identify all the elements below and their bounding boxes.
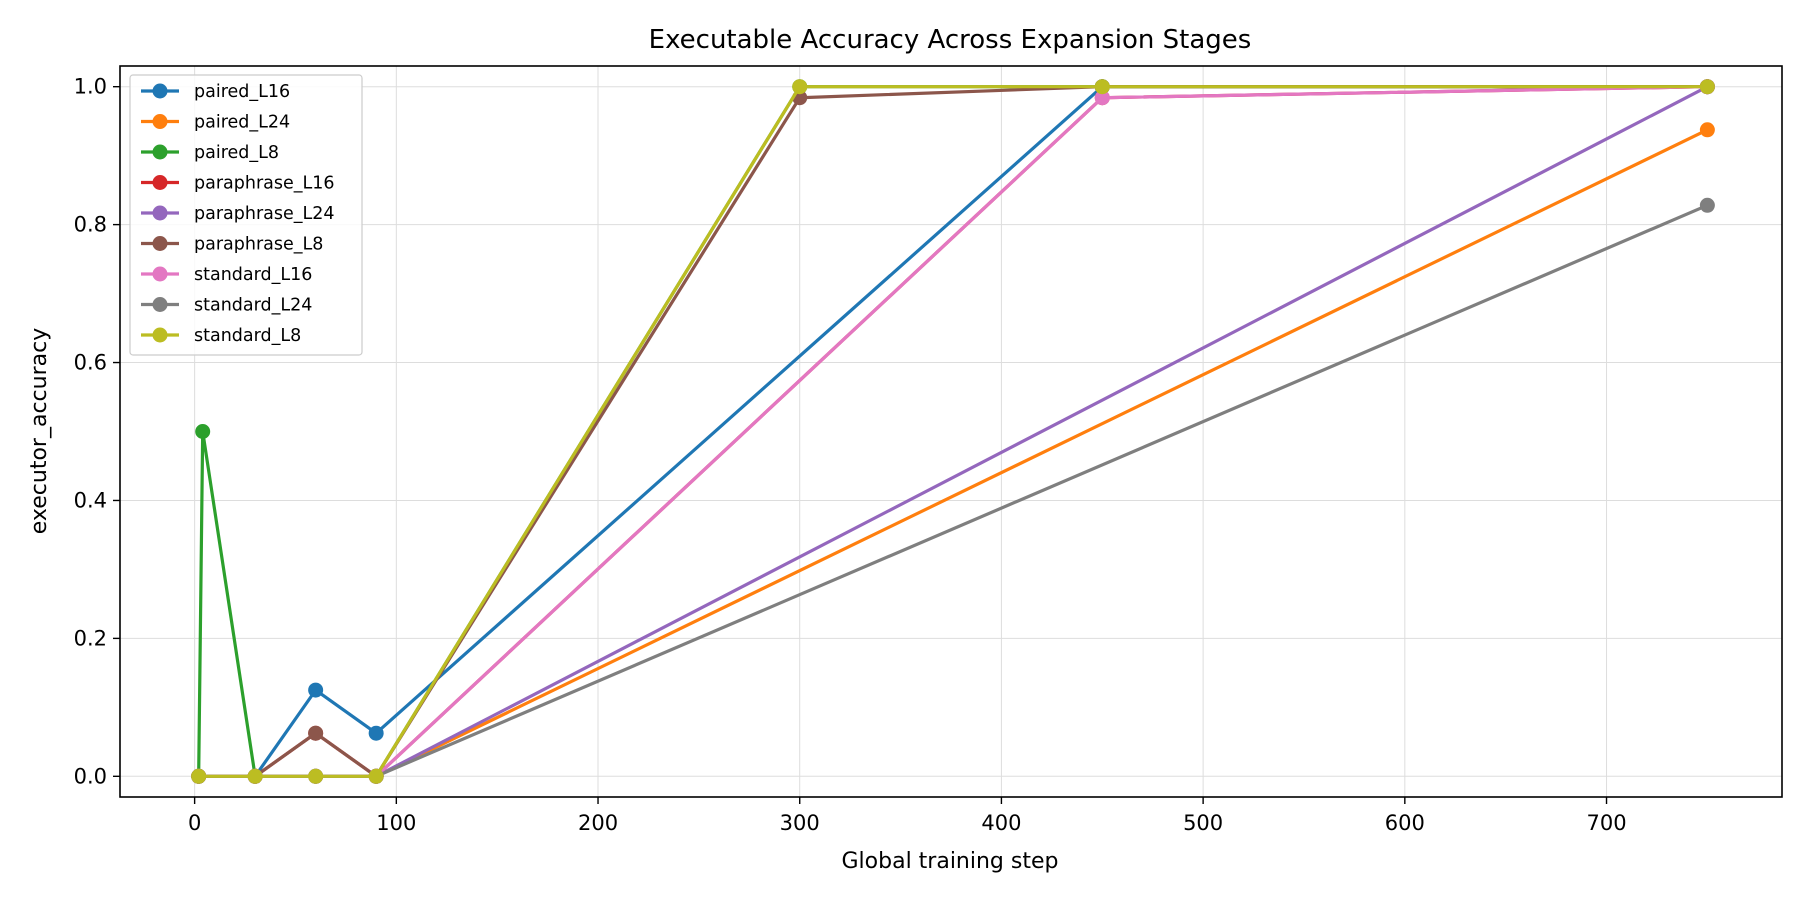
y-tick-label: 1.0 (74, 75, 107, 99)
legend-marker (152, 175, 168, 190)
legend-marker (152, 327, 168, 343)
legend-marker (152, 236, 168, 251)
x-tick-label: 200 (578, 811, 618, 835)
x-tick-label: 0 (188, 811, 201, 835)
x-tick-label: 700 (1586, 811, 1626, 835)
plot-series (191, 79, 1715, 784)
plot-frame (119, 65, 1783, 798)
y-tick-label: 0.4 (74, 488, 107, 512)
data-point (308, 768, 324, 784)
legend-marker (152, 297, 168, 312)
y-tick-label: 0.8 (74, 213, 107, 237)
legend-marker (152, 114, 168, 129)
data-point (195, 424, 211, 439)
x-tick-label: 600 (1385, 811, 1425, 835)
x-tick-label: 300 (780, 811, 820, 835)
x-axis-label: Global training step (842, 849, 1059, 874)
legend-box (129, 74, 363, 356)
legend-label: paraphrase_L24 (194, 204, 335, 224)
y-tick-label: 0.0 (74, 764, 107, 788)
legend-label: standard_L16 (194, 265, 312, 285)
legend-marker (152, 205, 168, 221)
x-tick-label: 100 (376, 811, 416, 835)
data-point (792, 79, 808, 95)
y-tick-label: 0.2 (74, 626, 107, 650)
y-axis-label: executor_accuracy (27, 328, 52, 534)
data-point (308, 682, 324, 698)
legend-label: paired_L16 (194, 82, 290, 102)
data-point (368, 768, 384, 784)
data-point (308, 725, 324, 741)
data-point (368, 725, 384, 741)
x-tick-label: 400 (981, 811, 1021, 835)
y-tick-label: 0.6 (74, 351, 107, 375)
data-point (1094, 79, 1110, 95)
legend-label: paired_L8 (194, 143, 279, 163)
legend-marker (152, 144, 168, 160)
data-point (191, 768, 207, 784)
series-standard_L8 (191, 79, 1715, 784)
legend-label: paraphrase_L8 (194, 235, 323, 255)
legend-label: paired_L24 (194, 113, 290, 133)
data-point (1094, 90, 1110, 106)
data-point (1699, 197, 1715, 213)
legend: paired_L16 paired_L24 paired_L8 paraphrase_… (129, 74, 363, 356)
x-tick-label: 500 (1183, 811, 1223, 835)
legend-marker (152, 266, 168, 282)
chart-title: Executable Accuracy Across Expansion Sta… (649, 25, 1252, 55)
legend-marker (152, 83, 168, 99)
data-point (1699, 122, 1715, 138)
data-point (1699, 79, 1715, 95)
legend-label: standard_L8 (194, 326, 301, 346)
axis-ticks: 0 100 200 300 400 500 600 700 0.0 0.2 0.4 0.6 0.8 1.0 (74, 75, 1627, 835)
data-point (247, 768, 263, 784)
legend-label: paraphrase_L16 (194, 174, 335, 194)
legend-label: standard_L24 (194, 296, 312, 316)
